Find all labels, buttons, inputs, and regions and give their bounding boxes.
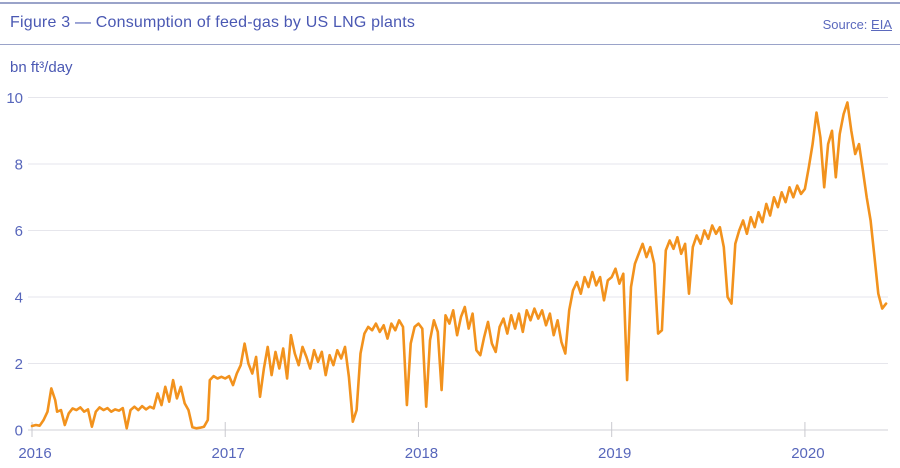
source-prefix: Source: bbox=[822, 17, 872, 32]
top-divider bbox=[0, 2, 900, 4]
y-tick-label: 10 bbox=[6, 90, 23, 107]
y-tick-label: 4 bbox=[15, 290, 23, 307]
figure-title: Figure 3 — Consumption of feed-gas by US… bbox=[10, 14, 416, 31]
x-tick-label: 2018 bbox=[405, 445, 438, 462]
feedgas-line bbox=[30, 101, 888, 430]
x-tick-label: 2017 bbox=[212, 445, 245, 462]
x-tick-label: 2020 bbox=[791, 445, 824, 462]
y-tick-label: 6 bbox=[15, 223, 23, 240]
header-divider bbox=[0, 44, 900, 45]
x-tick-label: 2019 bbox=[598, 445, 631, 462]
source-link[interactable]: EIA bbox=[871, 17, 892, 32]
x-tick-label: 2016 bbox=[18, 445, 51, 462]
y-tick-label: 2 bbox=[15, 356, 23, 373]
y-tick-label: 0 bbox=[15, 423, 23, 440]
y-axis-unit-label: bn ft³/day bbox=[10, 59, 73, 76]
source-label: Source: EIA bbox=[823, 17, 892, 32]
y-tick-label: 8 bbox=[15, 157, 23, 174]
